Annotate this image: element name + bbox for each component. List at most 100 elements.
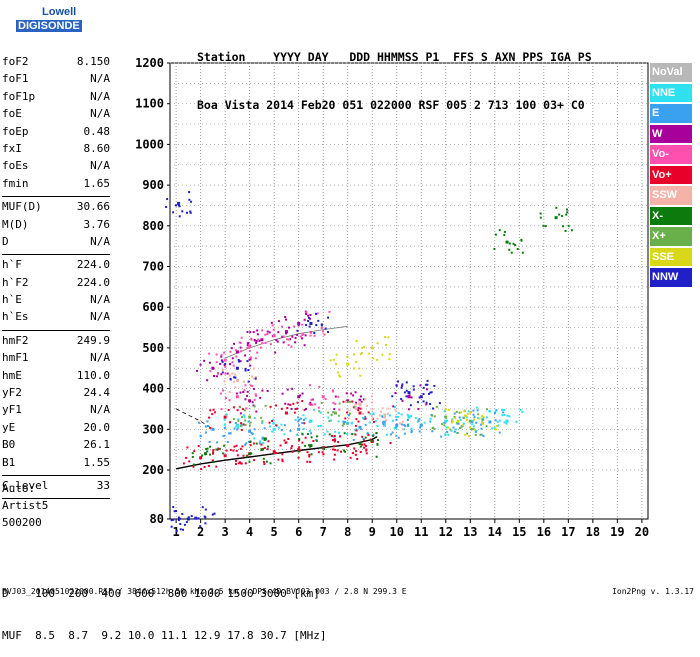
- echo-point: [394, 415, 397, 418]
- y-tick-label: 80: [150, 512, 164, 526]
- echo-point: [240, 428, 243, 431]
- x-tick-label: 3: [222, 525, 229, 539]
- echo-point: [354, 453, 357, 456]
- params-separator: [2, 498, 110, 500]
- echo-point: [378, 414, 381, 417]
- echo-point: [190, 515, 193, 518]
- echo-point: [338, 408, 341, 411]
- echo-point: [493, 247, 496, 250]
- echo-point: [503, 234, 506, 237]
- echo-point: [426, 379, 429, 382]
- echo-point: [364, 417, 367, 420]
- echo-point: [443, 410, 446, 413]
- echo-point: [508, 248, 511, 251]
- echo-point: [333, 453, 336, 456]
- echo-point: [371, 408, 374, 411]
- echo-point: [399, 422, 402, 425]
- echo-point: [429, 403, 432, 406]
- echo-point: [500, 408, 503, 411]
- echo-point: [384, 419, 387, 422]
- auto-line3: 500200: [2, 516, 42, 529]
- echo-point: [414, 417, 417, 420]
- echo-point: [565, 213, 568, 216]
- echo-point: [211, 366, 215, 370]
- echo-point: [263, 437, 266, 440]
- echo-point: [367, 411, 370, 414]
- echo-point: [405, 395, 408, 398]
- param-row: foF1p N/A: [2, 90, 110, 107]
- echo-point: [269, 343, 272, 346]
- echo-point: [363, 398, 366, 401]
- y-tick-label: 800: [142, 219, 164, 233]
- echo-point: [291, 450, 294, 453]
- echo-point: [496, 420, 499, 423]
- echo-point: [223, 454, 227, 458]
- echo-point: [362, 412, 365, 415]
- echo-point: [284, 315, 287, 318]
- echo-point: [327, 331, 330, 334]
- echo-point: [347, 417, 350, 420]
- echo-point: [336, 371, 339, 374]
- echo-point: [182, 462, 185, 465]
- echo-point: [253, 417, 256, 420]
- echo-point: [208, 352, 211, 355]
- echo-point: [498, 229, 501, 232]
- echo-point: [459, 427, 462, 430]
- echo-point: [471, 423, 474, 426]
- echo-point: [206, 447, 209, 450]
- param-row: h`E N/A: [2, 293, 110, 310]
- echo-point: [223, 434, 226, 437]
- echo-point: [244, 369, 247, 372]
- echo-point: [497, 424, 500, 427]
- echo-point: [209, 453, 212, 456]
- echo-point: [512, 242, 515, 245]
- echo-point: [351, 452, 354, 455]
- echo-point: [464, 410, 467, 413]
- echo-point: [323, 448, 326, 451]
- polarization-legend: NoVal NNE E W Vo- Vo+ SSW X- X+ SSE NNW: [650, 63, 692, 289]
- echo-point: [268, 425, 271, 428]
- echo-point: [422, 400, 425, 403]
- echo-point: [240, 415, 243, 418]
- echo-point: [215, 353, 218, 356]
- echo-point: [374, 419, 377, 422]
- echo-point: [234, 375, 237, 378]
- param-label: foF1p: [2, 89, 36, 103]
- echo-point: [403, 391, 406, 394]
- echo-point: [242, 408, 245, 411]
- echo-point: [291, 335, 294, 338]
- version-footer: Ion2Png v. 1.3.17: [612, 587, 694, 596]
- echo-point: [284, 402, 287, 405]
- echo-point: [234, 349, 237, 352]
- echo-point: [239, 447, 242, 450]
- echo-point: [326, 430, 329, 433]
- echo-point: [299, 335, 302, 338]
- echo-point: [328, 310, 331, 313]
- echo-point: [445, 419, 448, 422]
- distance-muf-table: D 100 200 400 600 800 1000 1500 3000 [km…: [2, 559, 327, 657]
- echo-point: [475, 421, 478, 424]
- echo-point: [264, 404, 267, 407]
- echo-point: [503, 408, 506, 411]
- echo-point: [508, 242, 511, 245]
- echo-point: [407, 395, 411, 399]
- echo-point: [357, 406, 360, 409]
- echo-point: [216, 448, 219, 451]
- echo-point: [322, 453, 325, 456]
- param-value: 224.0: [76, 258, 110, 272]
- echo-point: [310, 398, 313, 401]
- echo-point: [218, 447, 221, 450]
- y-tick-label: 400: [142, 382, 164, 396]
- echo-point: [236, 428, 239, 431]
- echo-point: [297, 448, 301, 452]
- echo-point: [223, 418, 226, 421]
- echo-point: [410, 415, 413, 418]
- echo-point: [189, 210, 192, 213]
- echo-point: [301, 432, 304, 435]
- echo-point: [263, 446, 266, 449]
- echo-point: [220, 408, 223, 411]
- echo-point: [281, 453, 284, 456]
- echo-point: [251, 384, 254, 387]
- echo-point: [277, 426, 280, 429]
- echo-point: [370, 395, 373, 398]
